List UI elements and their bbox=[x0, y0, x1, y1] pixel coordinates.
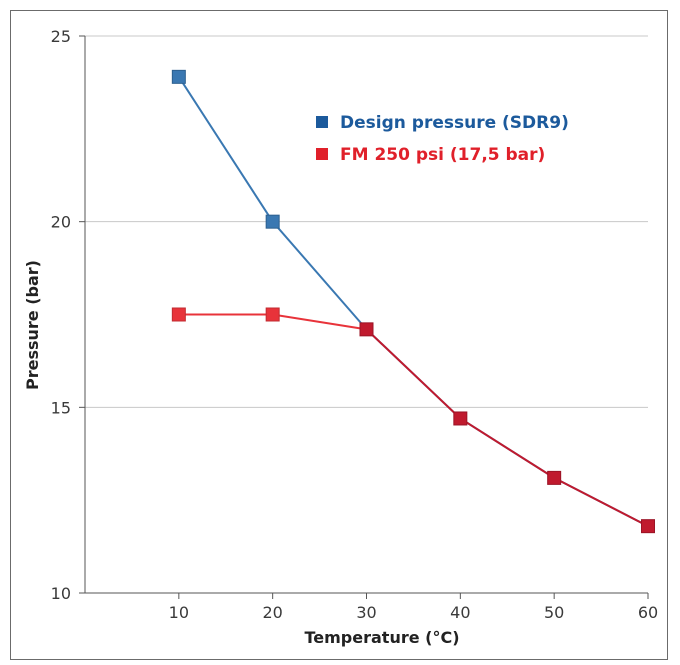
x-tick-label-20: 20 bbox=[262, 603, 282, 622]
x-tick-label-60: 60 bbox=[638, 603, 658, 622]
legend-swatch-fm-250-psi bbox=[316, 148, 328, 160]
legend-swatch-design-pressure bbox=[316, 116, 328, 128]
axes bbox=[79, 35, 649, 599]
grid-lines bbox=[85, 35, 648, 408]
marker-design-pressure-10 bbox=[171, 69, 186, 84]
x-tick-label-50: 50 bbox=[544, 603, 564, 622]
x-tick-label-40: 40 bbox=[450, 603, 470, 622]
marker-fm-250-psi-30 bbox=[359, 322, 374, 337]
marker-fm-250-psi-50 bbox=[547, 470, 562, 485]
chart-frame bbox=[10, 10, 668, 660]
marker-design-pressure-20 bbox=[265, 214, 280, 229]
y-tick-label-10: 10 bbox=[51, 584, 71, 603]
legend: Design pressure (SDR9) FM 250 psi (17,5 … bbox=[316, 113, 569, 165]
y-tick-labels: 10 15 20 25 bbox=[51, 27, 71, 603]
marker-fm-250-psi-10 bbox=[171, 307, 186, 322]
x-axis-title: Temperature (°C) bbox=[304, 628, 459, 647]
x-tick-label-30: 30 bbox=[356, 603, 376, 622]
marker-fm-250-psi-40 bbox=[453, 411, 468, 426]
series-markers bbox=[171, 69, 655, 534]
y-tick-label-25: 25 bbox=[51, 27, 71, 46]
y-tick-label-15: 15 bbox=[51, 398, 71, 417]
legend-label-design-pressure: Design pressure (SDR9) bbox=[340, 113, 569, 133]
x-tick-label-10: 10 bbox=[169, 603, 189, 622]
series-line-overlap bbox=[365, 328, 649, 528]
y-axis-title: Pressure (bar) bbox=[23, 260, 42, 390]
legend-label-fm-250-psi: FM 250 psi (17,5 bar) bbox=[340, 145, 545, 165]
marker-fm-250-psi-20 bbox=[265, 307, 280, 322]
x-tick-labels: 10 20 30 40 50 60 bbox=[169, 603, 659, 622]
marker-fm-250-psi-60 bbox=[641, 519, 655, 534]
y-tick-label-20: 20 bbox=[51, 213, 71, 232]
